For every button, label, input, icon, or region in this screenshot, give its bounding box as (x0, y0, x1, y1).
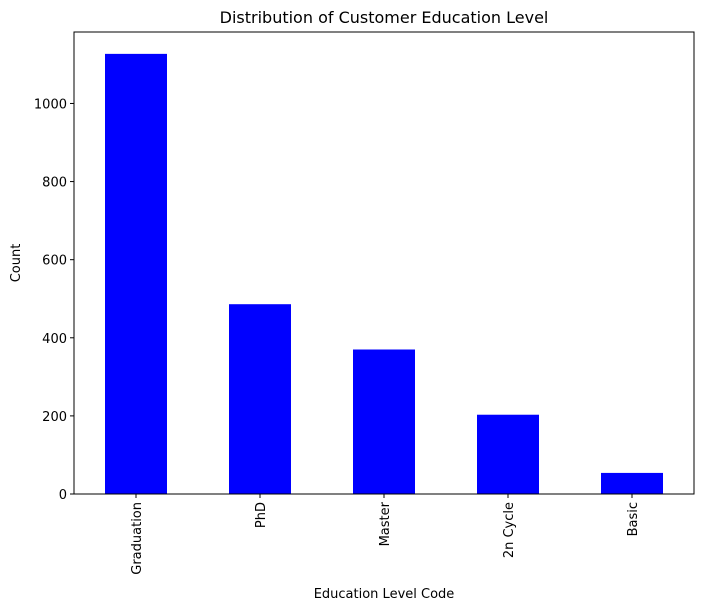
bar-phd (229, 304, 291, 494)
x-tick-label: Basic (626, 502, 641, 536)
y-tick-label: 1000 (34, 97, 67, 112)
y-tick-label: 800 (42, 176, 67, 191)
x-axis-label: Education Level Code (314, 587, 455, 602)
y-ticks-group: 0 200 400 600 800 1000 (34, 97, 74, 503)
y-tick-label: 200 (42, 410, 67, 425)
bar-master (353, 349, 415, 494)
bar-2n-cycle (477, 414, 539, 494)
x-tick-label: Master (378, 501, 393, 546)
y-tick-label: 600 (42, 254, 67, 269)
x-ticks-group: Graduation PhD Master 2n Cycle Basic (130, 494, 641, 575)
y-tick-label: 400 (42, 332, 67, 347)
bar-graduation (105, 53, 167, 495)
x-tick-label: PhD (254, 502, 269, 528)
x-tick-label: 2n Cycle (502, 502, 517, 558)
y-tick-label: 0 (59, 488, 67, 503)
y-axis-label: Count (9, 244, 24, 283)
bars-group (105, 53, 663, 495)
plot-frame (73, 31, 695, 495)
bar-basic (601, 472, 663, 494)
x-tick-label: Graduation (130, 502, 145, 575)
chart-title: Distribution of Customer Education Level (220, 8, 549, 27)
